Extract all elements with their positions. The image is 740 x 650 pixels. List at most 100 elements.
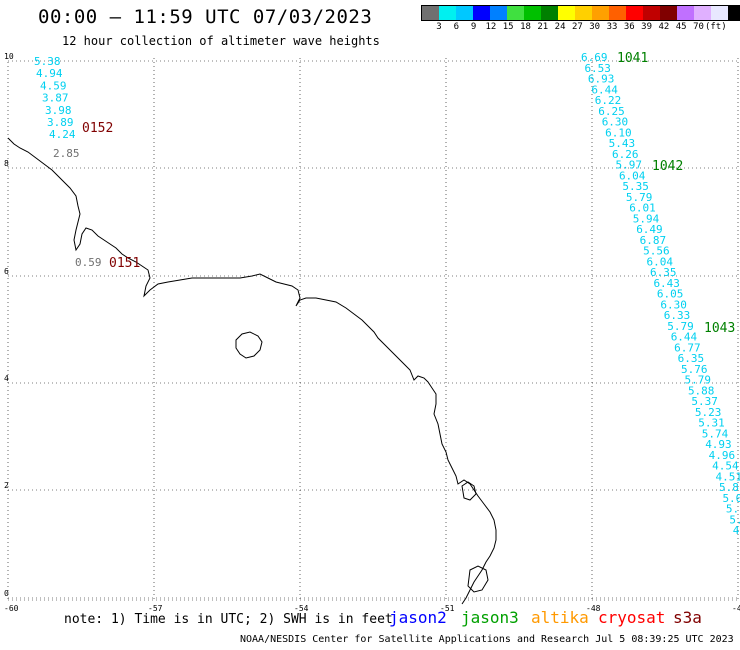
wave-height-value: 6.87 [640, 234, 667, 247]
wave-height-value: 6.26 [612, 148, 639, 161]
legend-swatch [728, 6, 740, 20]
legend-swatch [592, 6, 609, 20]
legend-tick-label: 70 [693, 22, 704, 32]
wave-height-value: 5.88 [688, 384, 715, 397]
right-altimeter-track: 6.696.536.936.446.226.256.306.105.436.26… [581, 51, 740, 537]
wave-height-value: 6.49 [636, 223, 663, 236]
wave-height-value: 5. [729, 513, 740, 526]
wave-height-value: 5.97 [616, 159, 643, 172]
legend-tick-label: 24 [554, 22, 566, 32]
legend-swatch [507, 6, 524, 20]
wave-height-value: 6.04 [647, 255, 674, 268]
legend-tick-label: 15 [502, 22, 514, 32]
legend-tick-label: 42 [658, 22, 670, 32]
legend-tick-label: 27 [571, 22, 583, 32]
legend-tick-label: 12 [485, 22, 497, 32]
lon-tick-label: -60 [4, 604, 19, 613]
wave-height-value: 4.94 [36, 67, 63, 80]
wave-height-value: 6.04 [619, 169, 646, 182]
legend-tick-label: 36 [623, 22, 635, 32]
wave-height-value: 6.01 [629, 202, 656, 215]
legend-swatch [439, 6, 456, 20]
wave-height-value: 6.25 [598, 105, 625, 118]
satellite-label-jason3: jason3 [461, 608, 519, 627]
wave-height-value: 6.33 [664, 309, 691, 322]
island-delta [467, 565, 489, 593]
wave-height-value: 6.22 [595, 94, 622, 107]
coastline [7, 137, 497, 605]
lon-tick-label: -48 [586, 604, 601, 613]
wave-height-value: 5.94 [633, 212, 660, 225]
wave-height-value: 6.53 [584, 62, 611, 75]
wave-height-value: 6.30 [602, 116, 629, 129]
wave-height-value: 4.54 [712, 460, 739, 473]
lat-tick-label: 6 [4, 267, 9, 276]
wave-height-value: 6.10 [605, 126, 632, 139]
legend-tick-label: 45 [675, 22, 687, 32]
legend-swatch [694, 6, 711, 20]
map-title: 00:00 – 11:59 UTC 07/03/2023 [38, 6, 373, 28]
legend-tick-label: 18 [520, 22, 531, 32]
legend-swatch [677, 6, 694, 20]
track-label-1042: 1042 [652, 159, 683, 174]
wave-height-value: 5.74 [702, 427, 729, 440]
wave-height-value: 5.79 [626, 191, 653, 204]
satellite-label-altika: altika [531, 608, 589, 627]
wave-height-value: 5.79 [667, 320, 694, 333]
legend-swatch [575, 6, 592, 20]
wave-height-value: 5.76 [681, 363, 708, 376]
lon-tick-label: -54 [294, 604, 309, 613]
legend-swatch [473, 6, 490, 20]
track-label-0152: 0152 [82, 121, 113, 136]
legend-tick-label: 6 [453, 22, 460, 32]
legend-swatch [541, 6, 558, 20]
legend-swatch [711, 6, 728, 20]
wave-height-value: 5.23 [695, 406, 722, 419]
wave-height-value: 5.31 [698, 417, 725, 430]
wave-height-value: 4.51 [716, 470, 740, 483]
color-legend [421, 5, 740, 21]
legend-tick-label: 21 [537, 22, 549, 32]
wave-height-value: 6.69 [581, 51, 608, 64]
wave-height-value: 6.43 [653, 277, 680, 290]
wave-height-value: 4.24 [49, 128, 76, 141]
wave-height-value: 5.38 [34, 55, 61, 68]
legend-tick-label: 30 [589, 22, 601, 32]
wave-height-value: 6.35 [678, 352, 705, 365]
lat-lon-grid [7, 58, 739, 601]
lat-tick-label: 0 [4, 589, 9, 598]
credit-line: NOAA/NESDIS Center for Satellite Applica… [240, 634, 734, 645]
wave-height-value: 5.37 [691, 395, 718, 408]
legend-tick-label: 3 [436, 22, 442, 32]
satellite-label-s3a: s3a [673, 608, 702, 627]
legend-swatch [422, 6, 439, 20]
wave-height-value: 5.0 [722, 492, 740, 505]
island-small [461, 481, 477, 501]
legend-swatch [609, 6, 626, 20]
wave-height-value: 5.43 [609, 137, 636, 150]
axis-labels: -60 -57 -54 -51 -48 -45 0 2 4 6 8 10 [4, 52, 740, 613]
lat-tick-label: 8 [4, 159, 9, 168]
wave-height-value: 5.35 [622, 180, 649, 193]
satellite-label-cryosat: cryosat [598, 608, 666, 627]
wave-height-value: 6.44 [591, 83, 618, 96]
wave-height-value: 6.77 [674, 341, 701, 354]
wave-height-value: 3.87 [42, 92, 69, 105]
satellite-label-jason2: jason2 [389, 608, 447, 627]
wave-height-value: 6.93 [588, 73, 615, 86]
lon-tick-label: -57 [148, 604, 163, 613]
wave-height-value: 5.8 [719, 481, 739, 494]
legend-tick-label: (ft) [704, 22, 727, 32]
legend-swatch [456, 6, 473, 20]
lat-tick-label: 10 [4, 52, 14, 61]
wave-height-value: 0.59 [75, 256, 102, 269]
legend-swatch [490, 6, 507, 20]
legend-swatch [524, 6, 541, 20]
legend-tick-label: 33 [606, 22, 618, 32]
island-marajo [235, 331, 263, 359]
wave-height-value: 6.30 [660, 298, 687, 311]
wave-height-value: 6.44 [671, 331, 698, 344]
legend-tick-label: 9 [470, 22, 477, 32]
lon-tick-label: -45 [732, 604, 740, 613]
